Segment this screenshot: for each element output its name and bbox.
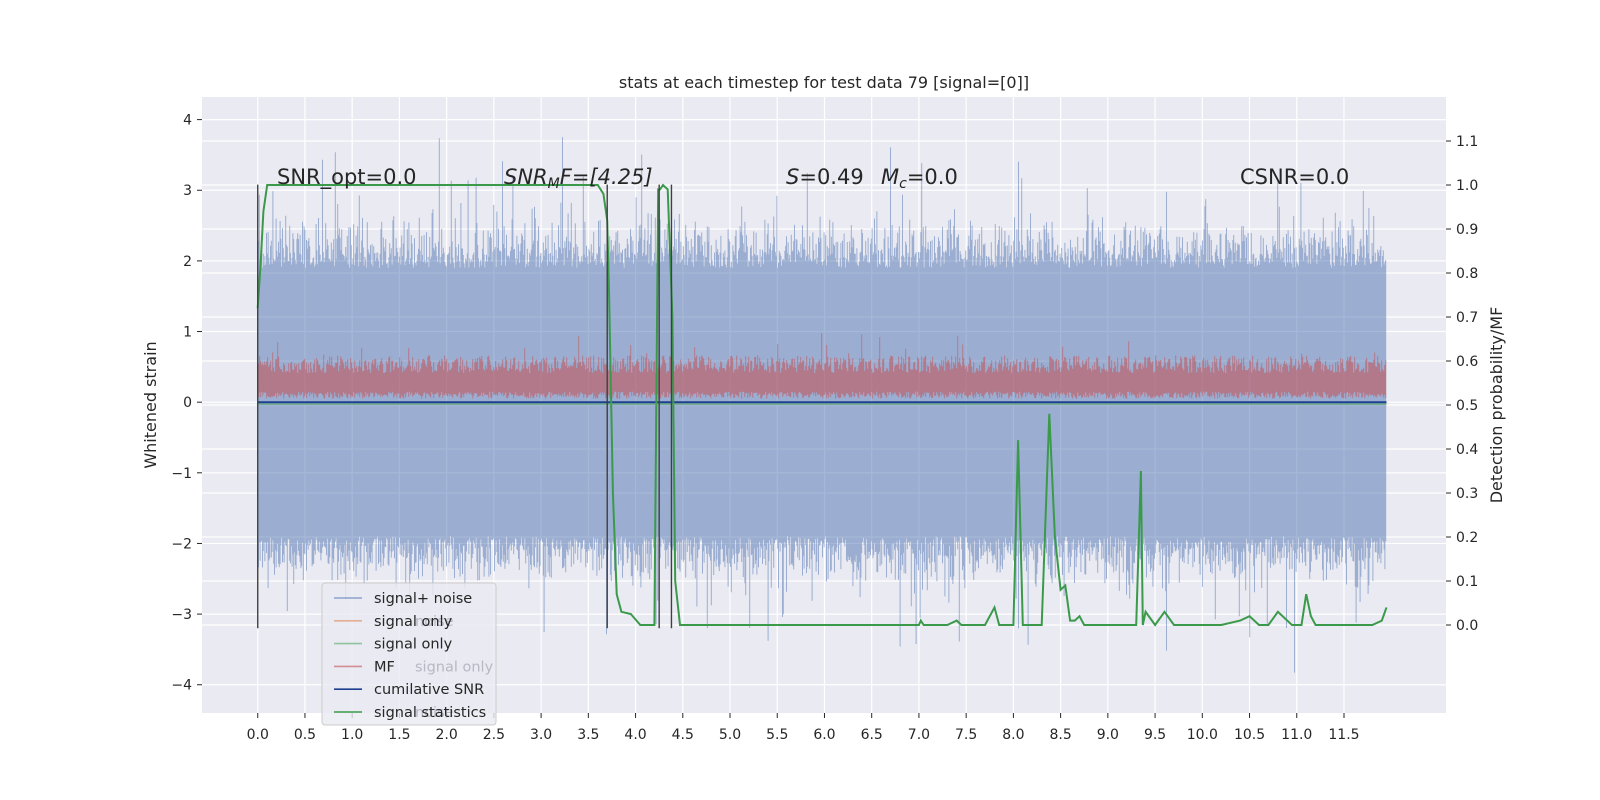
- x-tick-label: 11.5: [1328, 727, 1359, 743]
- x-tick-label: 8.5: [1049, 727, 1071, 743]
- legend-ghost-label: signal only: [415, 659, 494, 675]
- x-tick-label: 11.0: [1281, 727, 1312, 743]
- y-axis-left-label: Whitened strain: [141, 341, 160, 468]
- y-left-tick-label: 2: [183, 254, 192, 270]
- x-tick-label: 1.5: [388, 727, 410, 743]
- annotation-csnr: CSNR=0.0: [1240, 165, 1349, 189]
- annotation-mc: Mc=0.0: [881, 165, 958, 192]
- legend-label: cumilative SNR: [374, 682, 484, 698]
- x-tick-label: 9.5: [1144, 727, 1166, 743]
- legend-ghost-entries: noise signal only noise: [415, 614, 494, 721]
- annotations: SNR_opt=0.0 SNRMF=[4.25] S=0.49 Mc=0.0 C…: [277, 165, 1349, 192]
- x-tick-label: 2.0: [436, 727, 458, 743]
- x-tick-label: 10.5: [1234, 727, 1265, 743]
- x-tick-label: 5.0: [719, 727, 741, 743]
- legend-label: signal statistics: [374, 705, 486, 721]
- y-right-tick-label: 0.5: [1456, 398, 1478, 414]
- y-left-tick-label: −1: [171, 466, 192, 482]
- y-left-tick-label: −4: [171, 678, 192, 694]
- x-tick-label: 7.5: [955, 727, 977, 743]
- y-left-tick-label: 4: [183, 113, 192, 129]
- x-tick-label: 6.5: [861, 727, 883, 743]
- legend-entries: signal+ noise signal only signal only MF cum…: [334, 591, 486, 721]
- chart-title: stats at each timestep for test data 79 …: [619, 73, 1029, 92]
- annotation-snr-mf: SNRMF=[4.25]: [504, 165, 653, 192]
- x-tick-label: 0.0: [247, 727, 269, 743]
- y-right-tick-label: 0.1: [1456, 574, 1478, 590]
- legend-label: MF: [374, 659, 395, 675]
- legend-box: [321, 582, 497, 726]
- y-right-tick-label: 0.7: [1456, 310, 1478, 326]
- y-right-tick-label: 0.0: [1456, 618, 1478, 634]
- axis-ticks: 0.0 0.5 1.0 1.5 2.0 2.5 3.0 3.5 4.0 4.5 5.0 5.5 6.0 6…: [171, 113, 1478, 743]
- annotation-snr-opt: SNR_opt=0.0: [277, 165, 417, 190]
- y-right-tick-label: 0.2: [1456, 530, 1478, 546]
- y-right-tick-label: 1.0: [1456, 178, 1478, 194]
- legend-label: signal+ noise: [374, 591, 472, 607]
- x-tick-label: 5.5: [766, 727, 788, 743]
- x-tick-label: 9.0: [1097, 727, 1119, 743]
- y-right-tick-label: 0.9: [1456, 222, 1478, 238]
- line-series: [256, 183, 1388, 627]
- annotation-s: S=0.49: [786, 165, 864, 189]
- x-tick-label: 0.5: [294, 727, 316, 743]
- legend-label: signal only: [374, 614, 453, 630]
- legend-label: signal only: [374, 637, 453, 653]
- x-tick-label: 3.5: [577, 727, 599, 743]
- y-left-tick-label: 1: [183, 325, 192, 341]
- vertical-markers: [257, 184, 673, 629]
- x-tick-label: 1.0: [341, 727, 363, 743]
- y-left-tick-label: −3: [171, 607, 192, 623]
- legend-ghost-label: noise: [415, 705, 454, 721]
- x-tick-label: 8.0: [1002, 727, 1024, 743]
- x-tick-label: 4.0: [624, 727, 646, 743]
- y-right-tick-label: 0.6: [1456, 354, 1478, 370]
- x-tick-label: 6.0: [813, 727, 835, 743]
- x-tick-label: 7.0: [908, 727, 930, 743]
- y-axis-right-label: Detection probability/MF: [1487, 307, 1506, 504]
- y-left-tick-label: 0: [183, 395, 192, 411]
- y-left-tick-label: 3: [183, 183, 192, 199]
- y-left-tick-label: −2: [171, 536, 192, 552]
- y-right-tick-label: 1.1: [1456, 134, 1478, 150]
- x-tick-label: 3.0: [530, 727, 552, 743]
- signal-statistics-line: [256, 183, 1388, 627]
- y-right-tick-label: 0.3: [1456, 486, 1478, 502]
- x-tick-label: 2.5: [483, 727, 505, 743]
- y-right-tick-label: 0.4: [1456, 442, 1478, 458]
- y-right-tick-label: 0.8: [1456, 266, 1478, 282]
- x-tick-label: 10.0: [1187, 727, 1218, 743]
- legend-ghost-label: noise: [415, 614, 454, 630]
- x-tick-label: 4.5: [672, 727, 694, 743]
